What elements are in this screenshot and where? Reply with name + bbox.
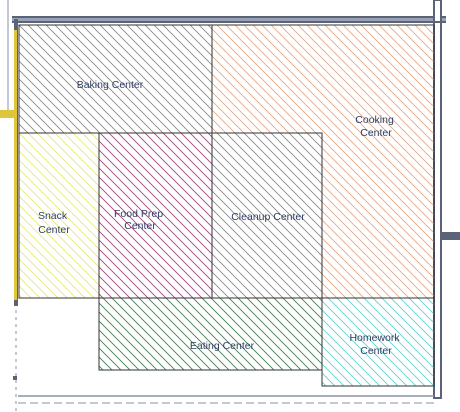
eating-label: Eating Center [190, 340, 255, 352]
right-wall-upper [433, 0, 442, 25]
marker [13, 376, 17, 380]
foodprep-label: Food Prep Center [114, 208, 166, 232]
cleanup-label: Cleanup Center [231, 211, 305, 223]
right-jamb [441, 232, 460, 240]
left-wall-accent [14, 30, 17, 300]
baking-label: Baking Center [77, 79, 144, 91]
snack-label: Snack Center [38, 210, 70, 236]
zone-labels: Baking Center Cooking Center Snack Cente… [38, 79, 402, 357]
homework-outline [321, 297, 435, 387]
cooking-label: Cooking Center [355, 114, 396, 139]
zone-outlines [18, 24, 435, 387]
top-wall-inner [12, 18, 446, 21]
homework-label: Homework Center [349, 332, 402, 357]
left-jamb [0, 110, 14, 118]
right-wall [433, 21, 442, 399]
